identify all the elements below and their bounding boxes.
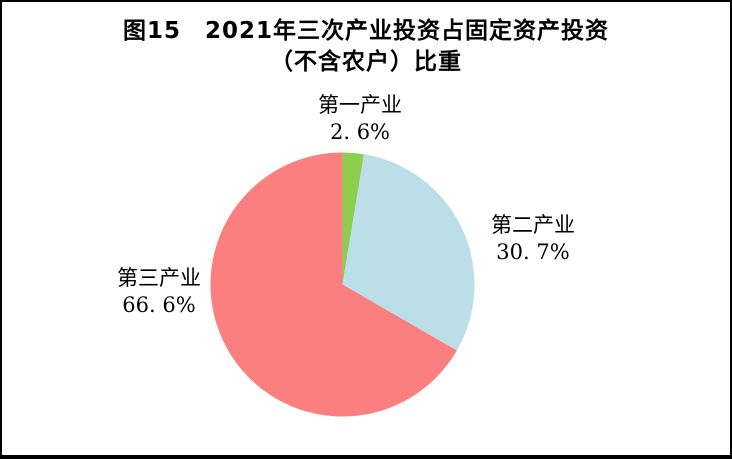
chart-title-line2: （不含农户）比重 [270, 49, 462, 75]
slice-label-value: 30. 7% [496, 240, 570, 264]
slice-label-primary-industry: 第一产业 2. 6% [318, 92, 402, 146]
slice-label-name: 第二产业 [491, 213, 575, 237]
slice-label-tertiary-industry: 第三产业 66. 6% [117, 265, 201, 319]
slice-label-name: 第三产业 [117, 266, 201, 290]
pie-slice-2 [210, 152, 457, 417]
slice-label-secondary-industry: 第二产业 30. 7% [491, 212, 575, 266]
pie-slice-1 [342, 154, 475, 351]
slice-label-value: 66. 6% [122, 293, 196, 317]
pie-slice-0 [342, 152, 364, 285]
pie-chart [210, 152, 475, 417]
slice-label-value: 2. 6% [329, 120, 391, 144]
chart-title: 图15 2021年三次产业投资占固定资产投资 （不含农户）比重 [2, 16, 730, 78]
chart-title-line1: 图15 2021年三次产业投资占固定资产投资 [122, 18, 610, 44]
slice-label-name: 第一产业 [318, 93, 402, 117]
